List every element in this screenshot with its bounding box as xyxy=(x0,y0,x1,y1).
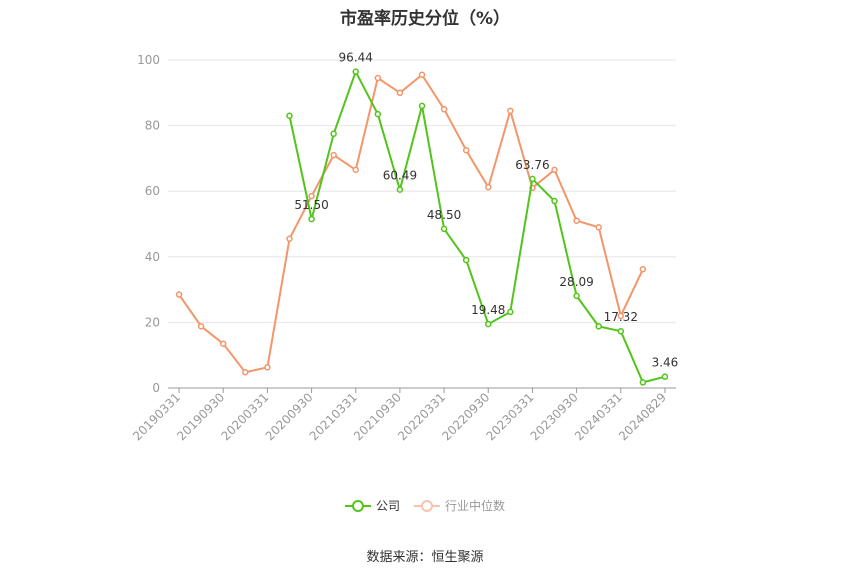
data-point-1 xyxy=(242,369,249,376)
data-point-0 xyxy=(507,308,514,316)
data-point-0 xyxy=(573,292,580,300)
data-point-0 xyxy=(396,186,404,193)
data-label: 63.76 xyxy=(515,158,549,172)
data-point-0 xyxy=(286,112,293,120)
data-point-1 xyxy=(374,74,382,82)
data-point-0 xyxy=(352,68,359,75)
series-line-1 xyxy=(178,73,644,374)
legend-item-industry[interactable]: 行业中位数 xyxy=(414,497,505,514)
data-point-1 xyxy=(639,266,647,273)
data-point-0 xyxy=(330,130,337,138)
data-point-0 xyxy=(639,379,647,386)
data-point-1 xyxy=(507,107,514,115)
data-point-0 xyxy=(440,225,448,233)
legend-swatch-industry xyxy=(414,499,440,512)
data-label: 3.46 xyxy=(652,356,679,370)
data-label: 19.48 xyxy=(471,303,505,317)
data-label: 17.32 xyxy=(604,310,638,324)
data-point-1 xyxy=(308,192,315,200)
data-point-0 xyxy=(308,215,315,223)
data-point-1 xyxy=(175,291,183,298)
data-point-0 xyxy=(661,373,669,380)
legend-label-company: 公司 xyxy=(375,499,400,513)
data-point-1 xyxy=(197,323,205,330)
data-label: 51.50 xyxy=(294,198,328,212)
data-point-1 xyxy=(264,364,271,371)
data-point-1 xyxy=(551,166,558,174)
data-point-1 xyxy=(595,224,602,231)
y-tick-label: 0 xyxy=(152,381,160,395)
data-point-1 xyxy=(573,217,580,224)
grid xyxy=(168,59,676,323)
data-point-0 xyxy=(485,320,492,328)
data-point-0 xyxy=(374,110,382,118)
data-point-1 xyxy=(396,89,404,97)
data-point-1 xyxy=(330,151,337,159)
data-label: 96.44 xyxy=(339,51,373,65)
y-tick-label: 100 xyxy=(137,53,160,67)
y-tick-label: 20 xyxy=(145,315,160,329)
data-labels: 51.50 96.44 60.49 48.50 19.48 63.76 28.09 17.32… xyxy=(294,51,678,370)
data-label: 28.09 xyxy=(559,275,593,289)
data-label: 60.49 xyxy=(383,169,417,183)
data-point-0 xyxy=(462,256,470,264)
series-group xyxy=(175,68,669,386)
data-point-0 xyxy=(418,102,426,110)
y-tick-label: 40 xyxy=(145,250,160,264)
legend-swatch-company xyxy=(344,499,371,512)
data-point-1 xyxy=(418,71,426,79)
legend-item-company[interactable]: 公司 xyxy=(344,497,400,514)
data-point-0 xyxy=(595,323,602,330)
data-point-1 xyxy=(286,235,293,243)
data-point-0 xyxy=(529,175,536,183)
y-tick-label: 80 xyxy=(145,119,160,133)
legend-label-industry: 行业中位数 xyxy=(445,499,506,513)
data-point-0 xyxy=(617,327,625,335)
data-point-1 xyxy=(352,166,359,174)
data-point-1 xyxy=(617,312,625,320)
data-point-1 xyxy=(219,340,227,347)
series-line-0 xyxy=(288,69,666,384)
data-point-1 xyxy=(485,184,492,191)
axes: 0204060801002019033120190930202003312020… xyxy=(130,53,676,443)
x-tick-label: 20240829 xyxy=(616,390,669,443)
data-point-1 xyxy=(462,146,470,154)
source-note: 数据来源：恒生聚源 xyxy=(366,550,484,565)
y-tick-label: 60 xyxy=(145,184,160,198)
chart-title: 市盈率历史分位（%） xyxy=(339,9,511,29)
data-point-0 xyxy=(551,197,558,205)
data-label: 48.50 xyxy=(427,208,461,222)
data-point-1 xyxy=(440,105,448,113)
legend: 公司 行业中位数 xyxy=(0,497,850,514)
